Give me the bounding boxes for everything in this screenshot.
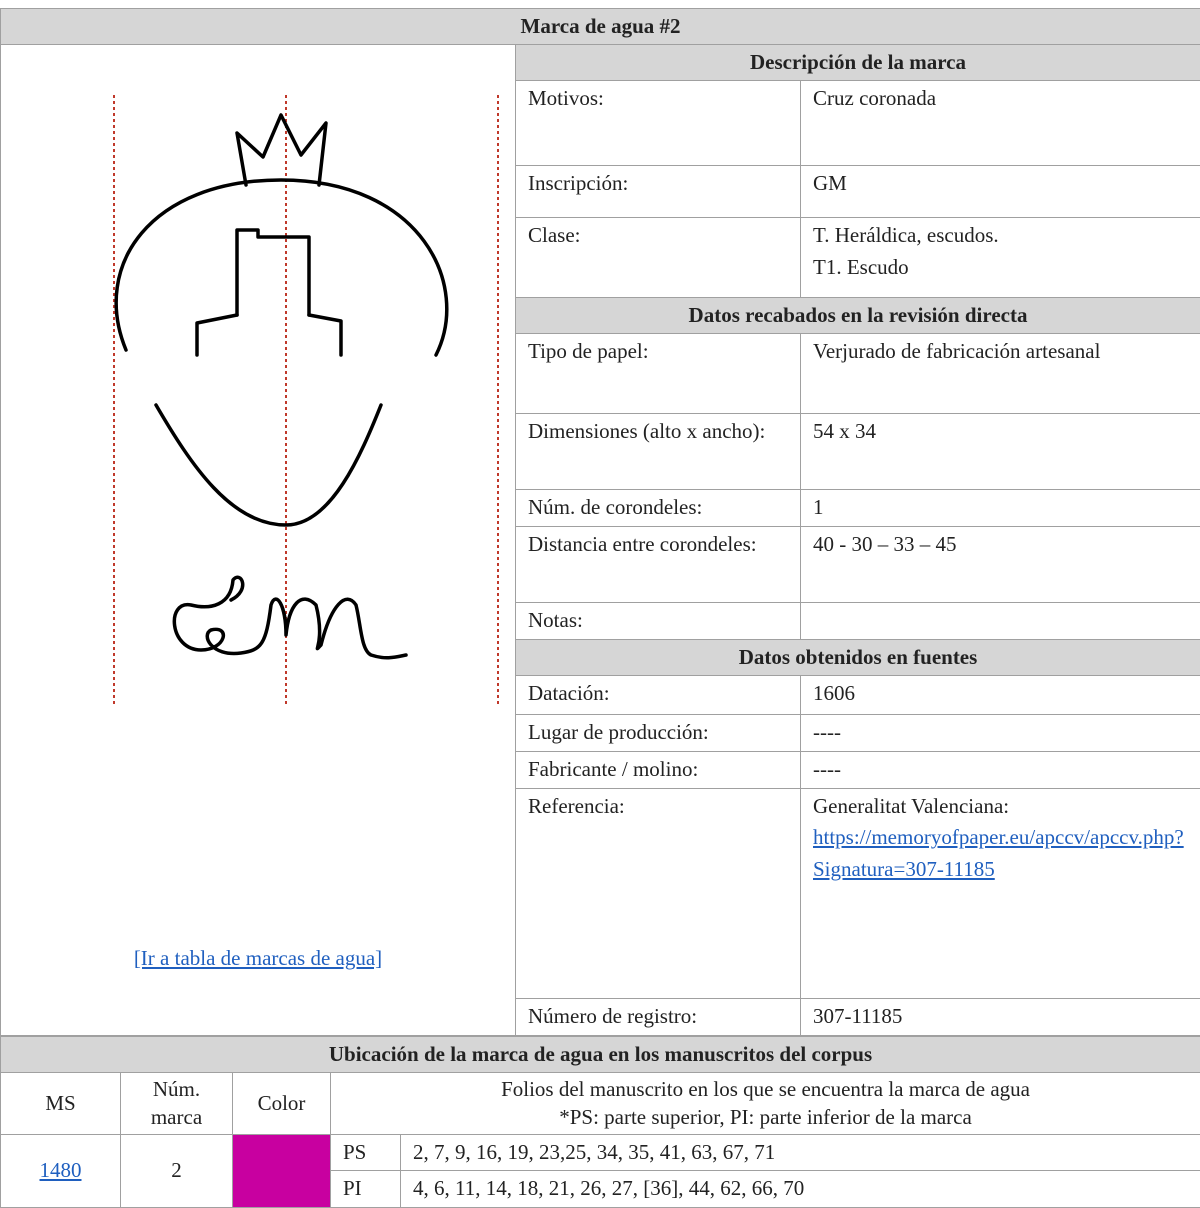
field-label: Motivos: xyxy=(516,81,801,166)
section-title: Datos recabados en la revisión directa xyxy=(516,298,1200,334)
column-header-row: MS Núm. marca Color Folios del manuscrit… xyxy=(1,1073,1200,1135)
field-label: Lugar de producción: xyxy=(516,715,801,752)
folios-header: Folios del manuscrito en los que se encu… xyxy=(501,1077,1030,1101)
field-value: Verjurado de fabricación artesanal xyxy=(801,334,1200,414)
title-row: Marca de agua #2 xyxy=(1,9,1200,45)
location-title: Ubicación de la marca de agua en los man… xyxy=(1,1037,1200,1073)
ms-link[interactable]: 1480 xyxy=(40,1158,82,1182)
field-value: 307-11185 xyxy=(801,998,1200,1035)
mark-number: 2 xyxy=(121,1134,233,1207)
reference-link[interactable]: https://memoryofpaper.eu/apccv/apccv.php… xyxy=(813,825,1184,881)
field-value: 54 x 34 xyxy=(801,414,1200,490)
field-value: 1 xyxy=(801,490,1200,527)
field-label: Referencia: xyxy=(516,788,801,998)
folios: 2, 7, 9, 16, 19, 23,25, 34, 35, 41, 63, … xyxy=(401,1134,1200,1171)
field-value: GM xyxy=(801,166,1200,218)
column-header: Núm. marca xyxy=(121,1073,233,1135)
top-margin xyxy=(0,0,1200,8)
field-label: Notas: xyxy=(516,603,801,640)
field-value: ---- xyxy=(801,715,1200,752)
field-label: Número de registro: xyxy=(516,998,801,1035)
watermark-drawing xyxy=(1,45,516,725)
field-value: 40 - 30 – 33 – 45 xyxy=(801,527,1200,603)
location-header-row: Ubicación de la marca de agua en los man… xyxy=(1,1037,1200,1073)
title: Marca de agua #2 xyxy=(1,9,1200,45)
field-value: ---- xyxy=(801,751,1200,788)
field-label: Dimensiones (alto x ancho): xyxy=(516,414,801,490)
section-title: Descripción de la marca xyxy=(516,45,1200,81)
field-label: Tipo de papel: xyxy=(516,334,801,414)
part: PI xyxy=(331,1171,401,1208)
field-value: T. Heráldica, escudos. T1. Escudo xyxy=(801,218,1200,298)
location-table: Ubicación de la marca de agua en los man… xyxy=(0,1036,1200,1208)
section-header-row: [Ir a tabla de marcas de agua]Descripció… xyxy=(1,45,1200,81)
image-cell: [Ir a tabla de marcas de agua] xyxy=(1,45,516,1036)
field-label: Clase: xyxy=(516,218,801,298)
link-wrap: [Ir a tabla de marcas de agua] xyxy=(1,943,515,975)
section-title: Datos obtenidos en fuentes xyxy=(516,640,1200,676)
part: PS xyxy=(331,1134,401,1171)
ms-cell: 1480 xyxy=(1,1134,121,1207)
field-value: 1606 xyxy=(801,676,1200,715)
field-label: Datación: xyxy=(516,676,801,715)
folios: 4, 6, 11, 14, 18, 21, 26, 27, [36], 44, … xyxy=(401,1171,1200,1208)
column-header: Color xyxy=(233,1073,331,1135)
field-label: Núm. de corondeles: xyxy=(516,490,801,527)
watermark-table-link[interactable]: [Ir a tabla de marcas de agua] xyxy=(134,946,382,970)
field-label: Distancia entre corondeles: xyxy=(516,527,801,603)
folios-note: *PS: parte superior, PI: parte inferior … xyxy=(559,1105,972,1129)
field-label: Fabricante / molino: xyxy=(516,751,801,788)
field-value: Generalitat Valenciana:https://memoryofp… xyxy=(801,788,1200,998)
field-label: Inscripción: xyxy=(516,166,801,218)
ms-row: 1480 2 PS 2, 7, 9, 16, 19, 23,25, 34, 35… xyxy=(1,1134,1200,1171)
color-swatch xyxy=(233,1135,330,1207)
column-header: MS xyxy=(1,1073,121,1135)
color-cell xyxy=(233,1134,331,1207)
field-value: Cruz coronada xyxy=(801,81,1200,166)
watermark-table: Marca de agua #2 [Ir a tabla de marcas d… xyxy=(0,8,1200,1036)
field-value xyxy=(801,603,1200,640)
column-header: Folios del manuscrito en los que se encu… xyxy=(331,1073,1200,1135)
